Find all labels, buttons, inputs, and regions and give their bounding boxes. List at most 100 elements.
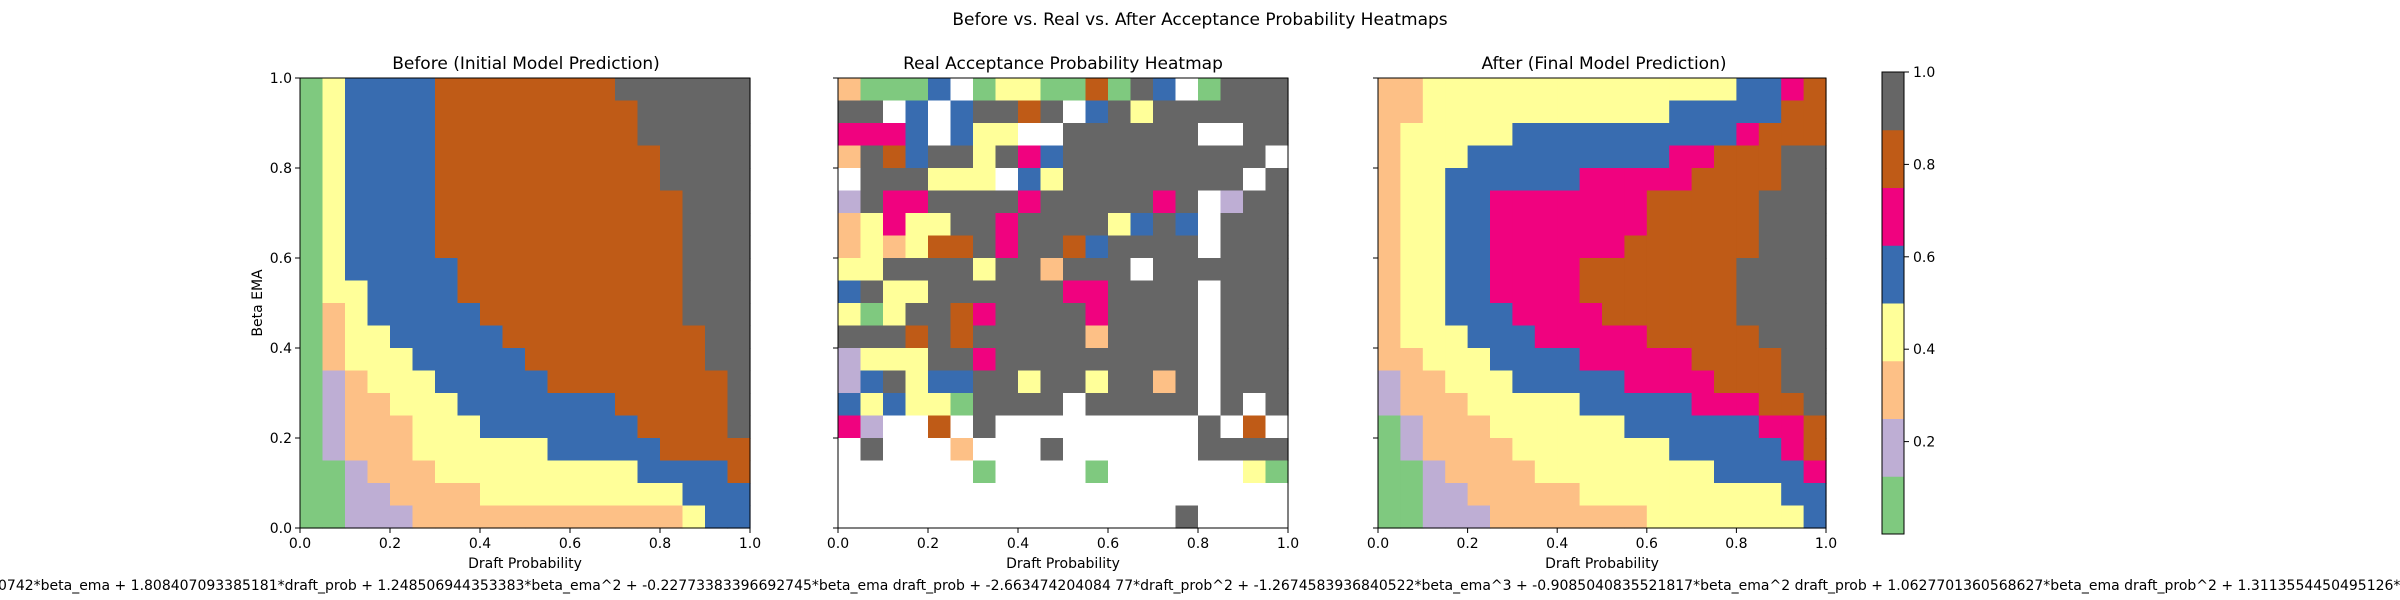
heatmap-cell xyxy=(615,280,639,304)
heatmap-cell xyxy=(390,213,414,237)
heatmap-cell xyxy=(1063,348,1087,372)
heatmap-cell xyxy=(1557,370,1581,394)
heatmap-cell xyxy=(1220,505,1244,529)
heatmap-cell xyxy=(615,100,639,124)
heatmap-cell xyxy=(1175,78,1199,102)
heatmap-cell xyxy=(1758,460,1782,484)
heatmap-cell xyxy=(547,145,571,169)
heatmap-cell xyxy=(480,483,504,507)
heatmap-cell xyxy=(1512,168,1536,192)
heatmap-cell xyxy=(1018,123,1042,147)
heatmap-cell xyxy=(547,123,571,147)
heatmap-cell xyxy=(1714,123,1737,147)
heatmap-cell xyxy=(1803,370,1827,394)
heatmap-cell xyxy=(1445,145,1469,169)
heatmap-cell xyxy=(883,483,907,507)
heatmap-cell xyxy=(390,460,414,484)
heatmap-cell xyxy=(637,438,661,462)
heatmap-cell xyxy=(412,168,436,192)
heatmap-cell xyxy=(1422,370,1446,394)
heatmap-cell xyxy=(457,145,481,169)
heatmap-cell xyxy=(1198,100,1222,124)
heatmap-cell xyxy=(412,483,436,507)
x-tick-label: 0.0 xyxy=(1367,536,1389,552)
heatmap-cell xyxy=(1490,303,1513,327)
heatmap-cell xyxy=(727,438,751,462)
heatmap-cell xyxy=(1378,303,1401,327)
heatmap-cell xyxy=(1803,303,1827,327)
heatmap-cell xyxy=(435,123,459,147)
heatmap-cell xyxy=(995,258,1019,282)
heatmap-cell xyxy=(637,235,661,259)
heatmap-cell xyxy=(570,123,594,147)
heatmap-cell xyxy=(1669,303,1693,327)
heatmap-cell xyxy=(547,258,571,282)
heatmap-cell xyxy=(1781,303,1805,327)
heatmap-cell xyxy=(1669,235,1693,259)
heatmap-cell xyxy=(1175,415,1199,439)
heatmap-cell xyxy=(1153,348,1177,372)
heatmap-cell xyxy=(1018,280,1042,304)
heatmap-cell xyxy=(1400,415,1424,439)
heatmap-cell xyxy=(502,145,526,169)
heatmap-cell xyxy=(682,438,706,462)
heatmap-cell xyxy=(727,505,751,529)
heatmap-cell xyxy=(412,235,436,259)
heatmap-cell xyxy=(1803,348,1827,372)
heatmap-cell xyxy=(727,190,751,214)
heatmap-cell xyxy=(727,415,751,439)
heatmap-cell xyxy=(1602,213,1625,237)
heatmap-cell xyxy=(1781,348,1805,372)
heatmap-cell xyxy=(1803,325,1827,349)
heatmap-cell xyxy=(1602,348,1625,372)
heatmap-cell xyxy=(367,460,391,484)
heatmap-cell xyxy=(950,100,974,124)
heatmap-cell xyxy=(1691,280,1715,304)
heatmap-cell xyxy=(1736,393,1760,417)
heatmap-cell xyxy=(928,370,952,394)
heatmap-cell xyxy=(1130,258,1154,282)
heatmap-cell xyxy=(1108,303,1132,327)
heatmap-cell xyxy=(682,303,706,327)
heatmap-cell xyxy=(973,280,997,304)
heatmap-cell xyxy=(637,505,661,529)
heatmap-cell xyxy=(1040,280,1064,304)
heatmap-cell xyxy=(838,213,862,237)
heatmap-cell xyxy=(1018,460,1042,484)
heatmap-cell xyxy=(905,393,929,417)
heatmap-cell xyxy=(367,303,391,327)
heatmap-cell xyxy=(1040,168,1064,192)
heatmap-cell xyxy=(727,370,751,394)
colorbar-segment xyxy=(1882,476,1904,535)
heatmap-cell xyxy=(1445,258,1469,282)
heatmap-cell xyxy=(1467,483,1491,507)
heatmap-cell xyxy=(1758,370,1782,394)
heatmap-cell xyxy=(1490,213,1513,237)
heatmap-cell xyxy=(1646,460,1670,484)
heatmap-cell xyxy=(1108,370,1132,394)
heatmap-cell xyxy=(1153,168,1177,192)
heatmap-cell xyxy=(1198,460,1222,484)
heatmap-cell xyxy=(1758,123,1782,147)
heatmap-cell xyxy=(1018,190,1042,214)
colorbar-segment xyxy=(1882,360,1904,419)
heatmap-cell xyxy=(1130,348,1154,372)
heatmap-cell xyxy=(1646,348,1670,372)
heatmap-cell xyxy=(660,123,684,147)
heatmap-cell xyxy=(883,235,907,259)
heatmap-cell xyxy=(1040,483,1064,507)
heatmap-cell xyxy=(705,168,729,192)
heatmap-cell xyxy=(1153,190,1177,214)
heatmap-cell xyxy=(1040,303,1064,327)
heatmap-cell xyxy=(412,145,436,169)
heatmap-cell xyxy=(1781,123,1805,147)
heatmap-cell xyxy=(1063,505,1087,529)
heatmap-cell xyxy=(570,190,594,214)
heatmap-cell xyxy=(322,190,346,214)
heatmap-cell xyxy=(1714,100,1737,124)
heatmap-cell xyxy=(502,78,526,102)
heatmap-cell xyxy=(1153,415,1177,439)
heatmap-cell xyxy=(1243,213,1267,237)
heatmap-cell xyxy=(1602,78,1625,102)
heatmap-cell xyxy=(860,258,884,282)
